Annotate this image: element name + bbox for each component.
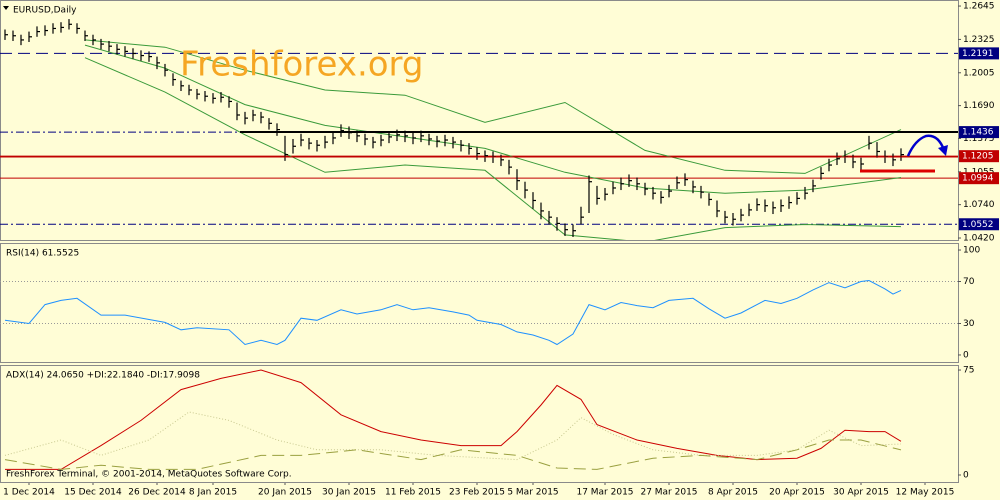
x-tick-label: 5 Mar 2015 <box>507 488 558 498</box>
y-tick-label: 0 <box>963 350 969 360</box>
menu-triangle <box>3 6 9 10</box>
level-label-box <box>959 172 999 185</box>
panel-title: ADX(14) 24.0650 +DI:22.1840 -DI:17.9098 <box>6 371 200 381</box>
x-tick-label: 27 Mar 2015 <box>640 488 697 498</box>
x-tick-label: 15 Dec 2014 <box>64 488 122 498</box>
y-tick-label: 1.2325 <box>963 35 995 45</box>
x-tick-label: 8 Apr 2015 <box>708 488 758 498</box>
plot-area <box>4 369 902 470</box>
x-tick-label: 17 Mar 2015 <box>576 488 633 498</box>
band-line <box>84 44 902 194</box>
panel-frame <box>0 0 959 241</box>
x-tick-label: 20 Jan 2015 <box>258 488 312 498</box>
level-label-box <box>959 47 999 60</box>
x-tick-label: 23 Feb 2015 <box>449 488 505 498</box>
x-tick-label: 12 May 2015 <box>896 488 955 498</box>
y-tick-label: 100 <box>963 246 980 256</box>
x-tick-label: 8 Jan 2015 <box>189 488 237 498</box>
plot-area <box>0 279 958 346</box>
indicator-line <box>4 279 902 346</box>
level-label: 1.0552 <box>962 220 994 230</box>
y-tick-label: 1.2645 <box>963 2 995 12</box>
band-line <box>84 39 902 174</box>
panel-title: EURUSD,Daily <box>13 6 77 16</box>
x-tick-label: 11 Feb 2015 <box>385 488 441 498</box>
panel-title: RSI(14) 61.5525 <box>6 249 79 259</box>
indicator-line <box>5 369 902 470</box>
y-tick-label: 0 <box>963 471 969 481</box>
y-tick-label: 1.0740 <box>963 200 995 210</box>
y-tick-label: 30 <box>963 319 975 329</box>
y-tick-label: 1.1375 <box>963 134 995 144</box>
y-tick-label: 1.1690 <box>963 101 995 111</box>
x-tick-label: 1 Dec 2014 <box>3 488 55 498</box>
x-tick-label: 30 Jan 2015 <box>322 488 376 498</box>
y-tick-label: 70 <box>963 277 975 287</box>
level-label: 1.1205 <box>962 152 994 162</box>
indicator-line <box>4 411 902 461</box>
x-tick-label: 26 Dec 2014 <box>128 488 186 498</box>
panel-frame <box>0 365 959 483</box>
level-label-box <box>959 218 999 231</box>
copyright: FreshForex Terminal, © 2001-2014, MetaQu… <box>6 470 292 480</box>
band-line <box>84 57 902 240</box>
watermark: Freshforex.org <box>180 45 424 85</box>
level-label: 1.2191 <box>962 49 994 59</box>
indicator-line <box>4 439 902 470</box>
level-label-box <box>959 150 999 163</box>
y-tick-label: 75 <box>963 366 974 376</box>
level-label: 1.0994 <box>962 174 994 184</box>
x-tick-label: 20 Apr 2015 <box>769 488 825 498</box>
level-label-box <box>959 126 999 139</box>
x-tick-label: 30 Apr 2015 <box>833 488 889 498</box>
y-tick-label: 1.2005 <box>963 68 995 78</box>
panel-frame <box>0 243 959 363</box>
drawn-arrow <box>906 134 946 157</box>
level-label: 1.1436 <box>962 128 994 138</box>
y-tick-label: 1.0420 <box>963 234 995 244</box>
plot-area <box>0 19 958 240</box>
drawn-arrowhead <box>938 145 948 156</box>
